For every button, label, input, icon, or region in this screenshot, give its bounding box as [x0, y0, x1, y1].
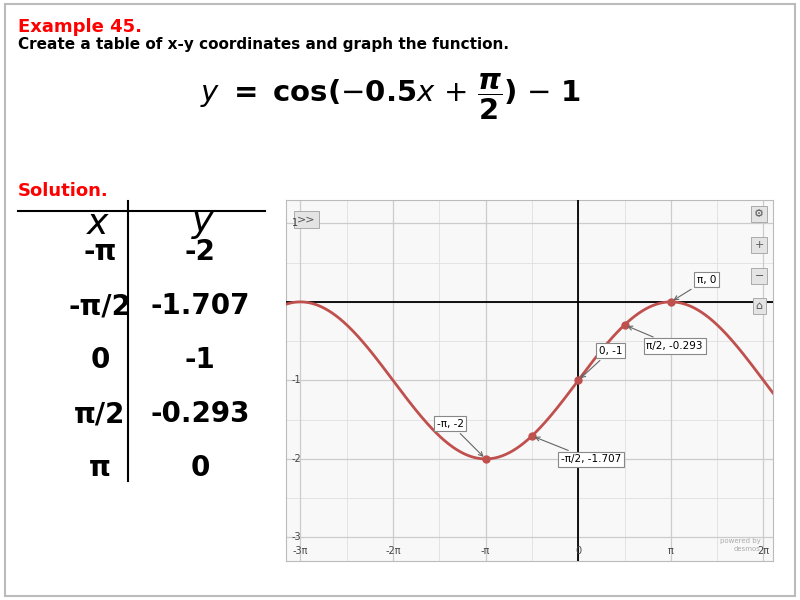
Text: π/2, -0.293: π/2, -0.293 — [628, 326, 703, 351]
Text: $\boldsymbol{\mathit{y}}\ \boldsymbol{=}\ \mathbf{cos(}{-}\mathbf{0.5}\boldsymbo: $\boldsymbol{\mathit{y}}\ \boldsymbol{=}… — [200, 72, 580, 122]
Text: ⚙: ⚙ — [754, 209, 764, 219]
Text: $\mathit{x}$: $\mathit{x}$ — [86, 207, 110, 241]
Text: -3π: -3π — [293, 545, 308, 556]
Text: 0, -1: 0, -1 — [582, 346, 622, 377]
Text: π/2: π/2 — [74, 400, 126, 428]
Text: -1: -1 — [185, 346, 215, 374]
Text: π, 0: π, 0 — [674, 275, 716, 300]
Text: -2π: -2π — [386, 545, 401, 556]
Text: -π/2: -π/2 — [69, 292, 131, 320]
Text: 0: 0 — [575, 545, 582, 556]
Text: 0: 0 — [190, 454, 210, 482]
Text: -2: -2 — [292, 454, 302, 464]
Text: +: + — [754, 240, 764, 250]
Text: powered by
desmos: powered by desmos — [720, 538, 761, 552]
Text: -1: -1 — [292, 376, 302, 385]
Text: -3: -3 — [292, 532, 302, 542]
Text: Create a table of x-y coordinates and graph the function.: Create a table of x-y coordinates and gr… — [18, 37, 509, 52]
Text: -π, -2: -π, -2 — [437, 419, 482, 456]
Text: Example 45.: Example 45. — [18, 18, 142, 36]
Text: -1.707: -1.707 — [150, 292, 250, 320]
Text: 2π: 2π — [758, 545, 770, 556]
Text: -π: -π — [481, 545, 490, 556]
Text: π: π — [89, 454, 111, 482]
Text: -0.293: -0.293 — [150, 400, 250, 428]
Text: π: π — [668, 545, 674, 556]
Text: ⌂: ⌂ — [756, 301, 762, 311]
Text: 1: 1 — [292, 218, 298, 229]
Text: $\mathit{y}$: $\mathit{y}$ — [190, 207, 215, 241]
Text: >>: >> — [297, 214, 316, 224]
Text: -π/2, -1.707: -π/2, -1.707 — [536, 437, 621, 464]
Text: -2: -2 — [185, 238, 215, 266]
Text: 0: 0 — [90, 346, 110, 374]
Text: Solution.: Solution. — [18, 182, 109, 200]
Text: -π: -π — [83, 238, 117, 266]
Text: −: − — [754, 271, 764, 281]
